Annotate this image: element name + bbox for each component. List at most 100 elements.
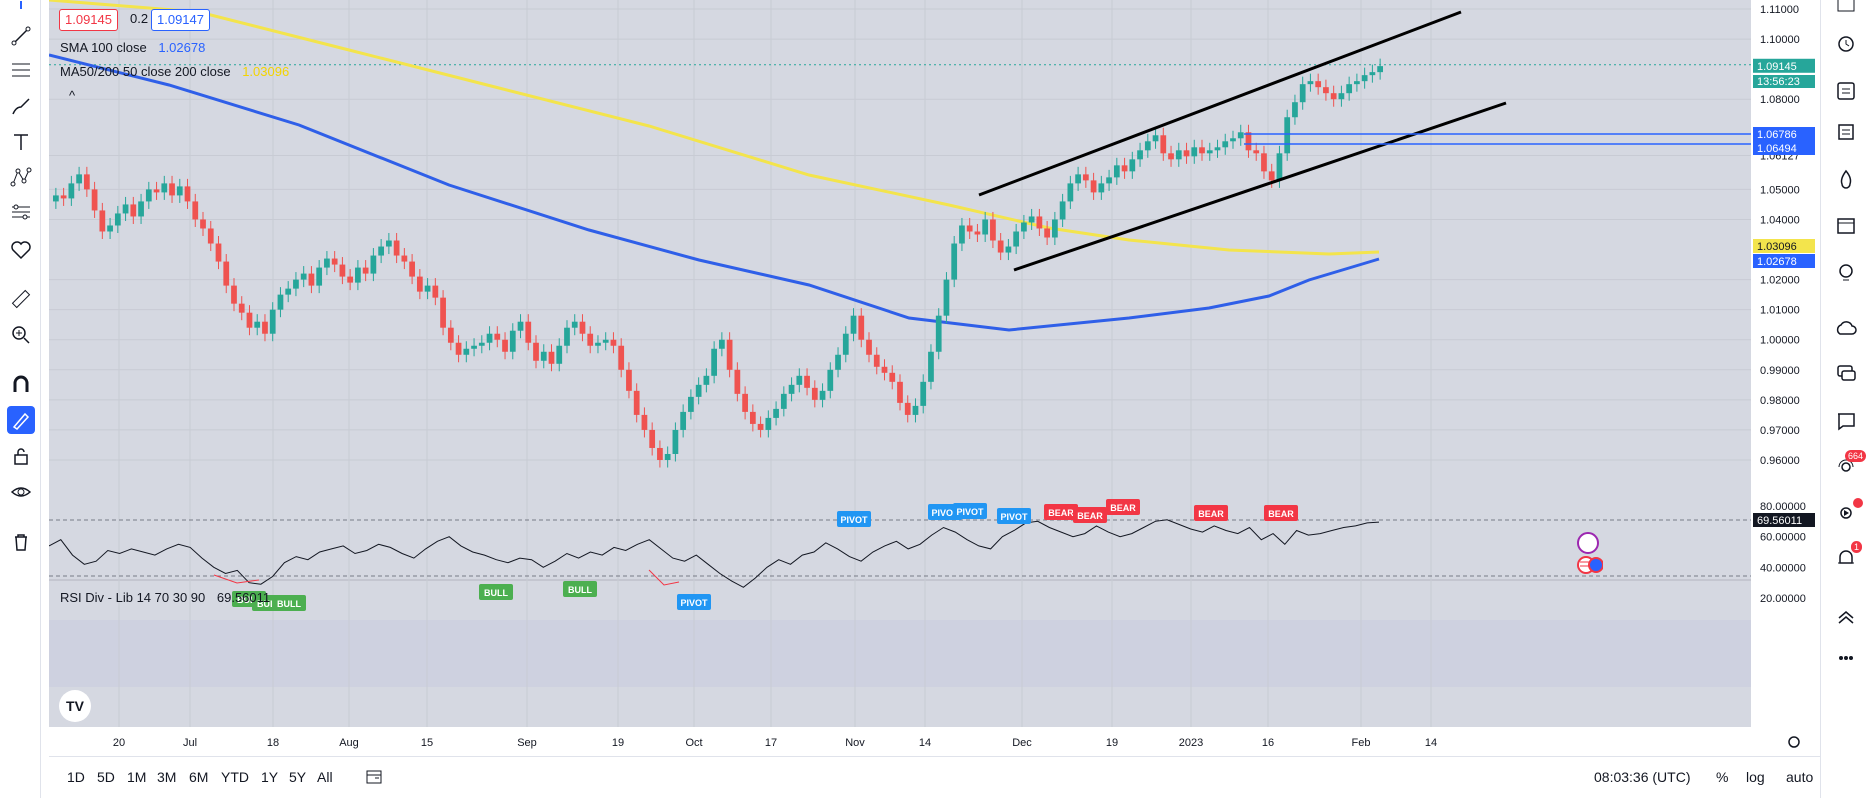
- rsi-label-bg: [479, 584, 513, 600]
- range-5y-button[interactable]: 5Y: [289, 769, 307, 785]
- ruler-icon[interactable]: [7, 285, 35, 313]
- candle-body: [1067, 183, 1074, 202]
- text-tool-icon[interactable]: [7, 128, 35, 156]
- candle-body: [827, 369, 834, 391]
- watchlist-icon[interactable]: [1831, 0, 1861, 18]
- candle-body: [1206, 150, 1213, 154]
- candle-body: [734, 369, 741, 394]
- eye-icon[interactable]: [7, 478, 35, 506]
- notifications-bell-icon[interactable]: [1831, 543, 1861, 573]
- date-range-icon[interactable]: [365, 767, 383, 788]
- fib-retracement-icon[interactable]: [7, 56, 35, 84]
- current-price-tag-bg: [1753, 58, 1815, 73]
- data-window-icon[interactable]: [1831, 76, 1861, 106]
- current-price-tag: 1.09145: [1757, 61, 1797, 73]
- ideas-lightbulb-icon[interactable]: [1831, 258, 1861, 288]
- chats-icon[interactable]: [1831, 358, 1861, 388]
- bottom-toolbar: 1D 5D 1M 3M 6M YTD 1Y 5Y All 08:03:36 (U…: [49, 756, 1820, 799]
- log-scale-button[interactable]: log: [1746, 769, 1765, 785]
- candle-body: [548, 351, 555, 364]
- candle-body: [688, 396, 694, 412]
- candle-body: [943, 279, 950, 316]
- lock-icon[interactable]: [7, 442, 35, 470]
- candle-body: [866, 339, 872, 355]
- candle-body: [1113, 165, 1120, 178]
- hotlist-fire-icon[interactable]: [1831, 164, 1861, 194]
- candle-body: [1028, 216, 1035, 223]
- tradingview-logo[interactable]: TV: [59, 690, 91, 722]
- candle-body: [1106, 177, 1112, 184]
- ask-price-box[interactable]: 1.09147: [151, 9, 210, 31]
- candle-body: [355, 267, 361, 283]
- percent-scale-button[interactable]: %: [1716, 769, 1729, 785]
- candle-body: [672, 429, 679, 454]
- candle-body: [1361, 75, 1368, 82]
- calendar-icon[interactable]: [1831, 210, 1861, 240]
- trash-icon[interactable]: [7, 528, 35, 556]
- candle-body: [331, 258, 338, 265]
- candle-body: [262, 321, 268, 334]
- candle-body: [1021, 222, 1027, 232]
- sma-legend[interactable]: SMA 100 close 1.02678: [60, 40, 205, 55]
- rsi-legend[interactable]: RSI Div - Lib 14 70 30 90 69.56011: [60, 590, 270, 605]
- candle-body: [130, 204, 137, 217]
- chart-area[interactable]: BULL BULL BULL BULL BULL PIVOT PIVOT PIVOT PIVOT…: [48, 0, 1820, 798]
- rsi-legend-value: 69.56011: [216, 590, 271, 605]
- hline1-tag: 1.06786: [1757, 129, 1797, 141]
- candle-body: [1268, 171, 1275, 181]
- time-tick-label: Aug: [339, 737, 359, 749]
- time-tick-label: 15: [421, 737, 433, 749]
- range-5d-button[interactable]: 5D: [97, 769, 115, 785]
- trend-line-icon[interactable]: [7, 22, 35, 50]
- bid-price-box[interactable]: 1.09145: [59, 9, 118, 31]
- candle-body: [509, 330, 516, 352]
- pattern-icon[interactable]: [7, 163, 35, 191]
- sma-legend-label: SMA 100 close: [60, 40, 147, 55]
- candle-body: [1214, 147, 1221, 151]
- collapse-panel-icon[interactable]: [1831, 602, 1861, 632]
- range-all-button[interactable]: All: [317, 769, 333, 785]
- magnet-icon[interactable]: [7, 370, 35, 398]
- auto-scale-button[interactable]: auto: [1786, 769, 1814, 785]
- us-flag-event-icon[interactable]: [1577, 556, 1604, 574]
- candle-body: [1237, 132, 1244, 139]
- range-6m-button[interactable]: 6M: [189, 769, 209, 785]
- price-tick-label: 1.02000: [1760, 275, 1800, 287]
- candle-body: [796, 375, 803, 385]
- collapse-legend-button[interactable]: ^: [69, 88, 76, 103]
- range-1d-button[interactable]: 1D: [67, 769, 85, 785]
- candle-body: [324, 258, 330, 268]
- rsi-label-bg: [997, 508, 1031, 524]
- favorites-heart-icon[interactable]: [7, 236, 35, 264]
- forecast-icon[interactable]: [7, 198, 35, 226]
- brush-icon[interactable]: [7, 92, 35, 120]
- range-1y-button[interactable]: 1Y: [261, 769, 279, 785]
- range-ytd-button[interactable]: YTD: [221, 769, 249, 785]
- candle-body: [1036, 216, 1043, 229]
- clock-display[interactable]: 08:03:36 (UTC): [1594, 769, 1691, 785]
- drawing-mode-icon[interactable]: [7, 406, 35, 434]
- chat-cloud-icon[interactable]: [1831, 314, 1861, 344]
- countdown-bg: [1753, 75, 1815, 88]
- news-icon[interactable]: [1831, 406, 1861, 436]
- rsi-label-bg: [1073, 507, 1107, 523]
- more-dots-icon[interactable]: [1831, 643, 1861, 673]
- range-1m-button[interactable]: 1M: [127, 769, 147, 785]
- zoom-in-icon[interactable]: [7, 321, 35, 349]
- live-broadcast-icon[interactable]: [1831, 498, 1861, 528]
- candle-body: [703, 375, 710, 385]
- ma-legend[interactable]: MA50/200 50 close 200 close 1.03096: [60, 64, 289, 79]
- time-axis-background: [49, 727, 1751, 756]
- alarm-clock-icon[interactable]: [1831, 28, 1861, 58]
- candle-body: [153, 189, 160, 193]
- candle-body: [835, 354, 841, 370]
- object-tree-icon[interactable]: [1831, 116, 1861, 146]
- lightning-event-icon[interactable]: [1577, 532, 1599, 554]
- range-3m-button[interactable]: 3M: [157, 769, 177, 785]
- candle-body: [347, 276, 354, 283]
- candle-body: [138, 201, 144, 217]
- rsi-pivot-label: PIVOT: [1000, 512, 1028, 522]
- candle-body: [966, 225, 973, 232]
- cursor-icon[interactable]: [7, 0, 35, 12]
